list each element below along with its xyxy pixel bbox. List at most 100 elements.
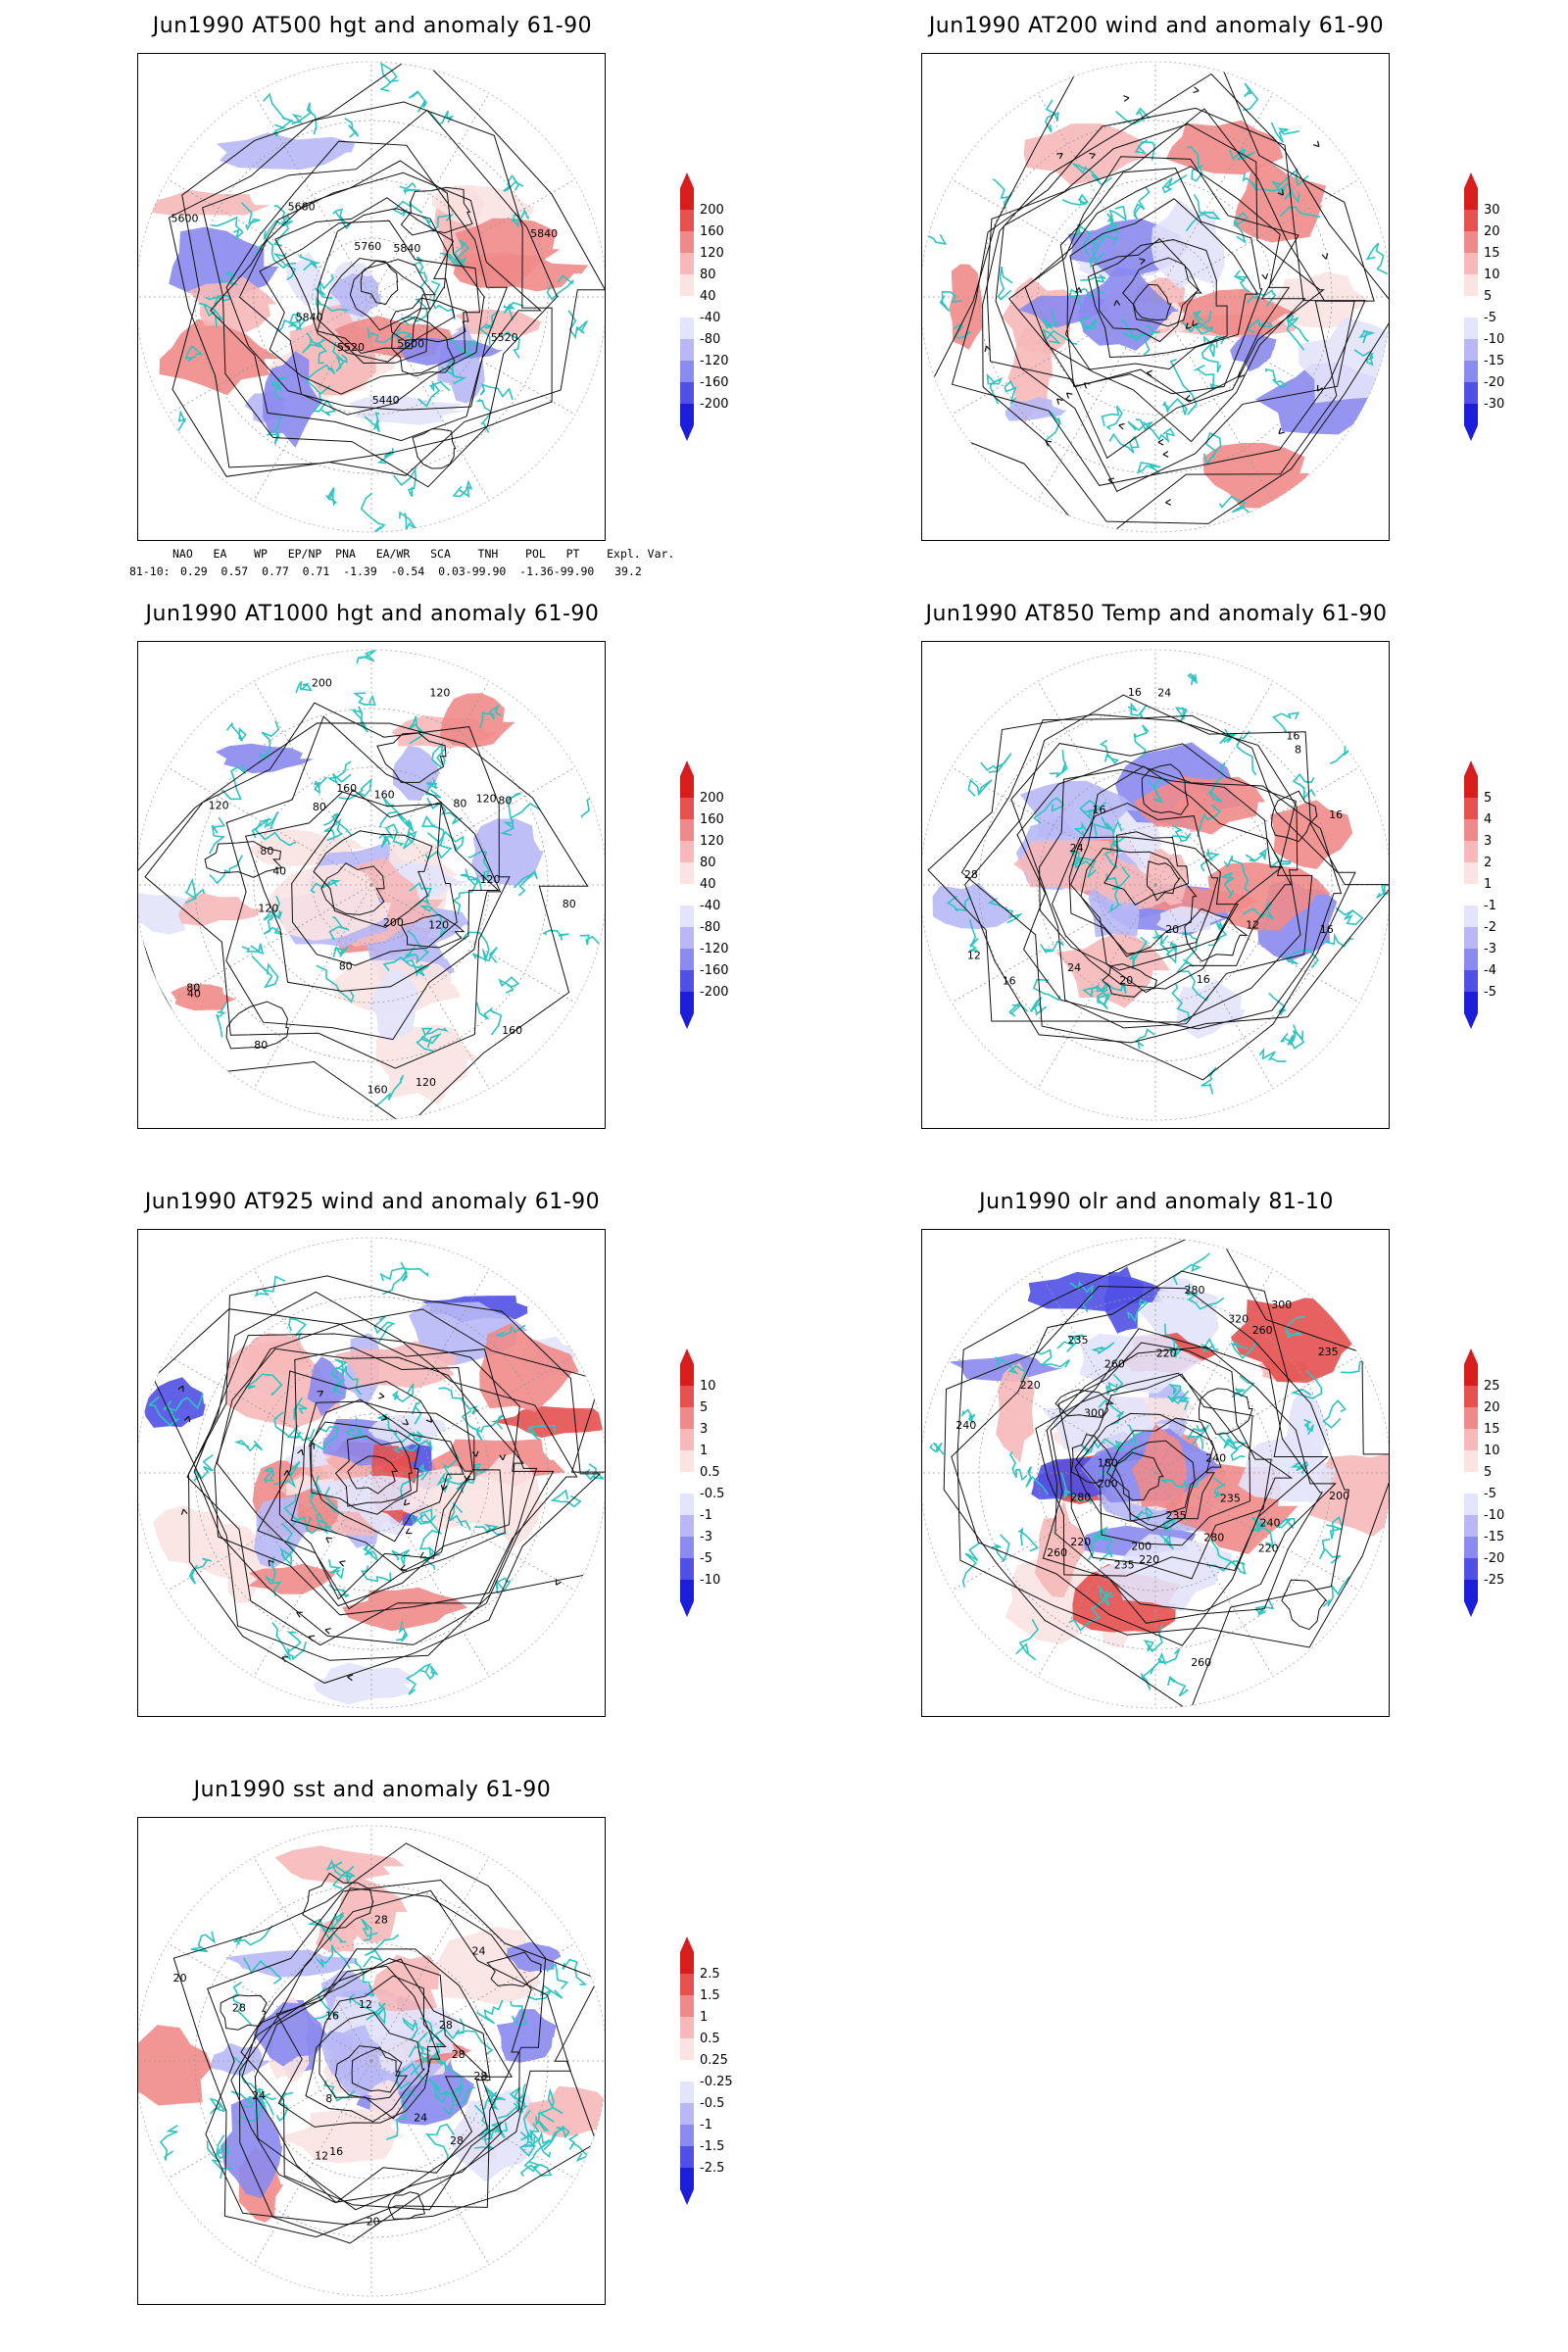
contour-line — [168, 101, 553, 468]
coastline — [395, 1621, 409, 1642]
contour-label: 80 — [260, 845, 273, 858]
contour-label: 320 — [1228, 1313, 1249, 1326]
contour-line — [1046, 1346, 1337, 1612]
contour-label: 28 — [473, 2070, 487, 2082]
contour-label: 24 — [252, 2089, 266, 2102]
colorbar-arrow-top — [680, 1348, 694, 1364]
coastline — [429, 110, 455, 126]
polar-map: 28 28 24 20 16 12 8 24 28 20 16 12 28 24 28 28 — [137, 1817, 606, 2305]
coastline — [961, 1543, 980, 1588]
contour-label: 20 — [173, 1972, 187, 1984]
flow-arrow — [1065, 392, 1073, 399]
anomaly-shading — [451, 2089, 537, 2182]
colorbar-swatch — [680, 884, 694, 906]
contour-line — [1113, 1451, 1164, 1501]
colorbar-swatch — [680, 1364, 694, 1386]
flow-arrow — [400, 1564, 407, 1572]
flow-arrow — [1192, 319, 1199, 327]
flow-arrow — [499, 1453, 507, 1461]
coastline — [279, 1522, 295, 1567]
coastline — [361, 1918, 378, 1941]
coastline — [255, 818, 297, 847]
coastline — [1292, 773, 1316, 801]
coastline — [421, 214, 455, 233]
coastline — [402, 2017, 418, 2040]
anomaly-shading — [1176, 979, 1246, 1040]
colorbar-swatch — [1464, 884, 1478, 906]
colorbar: 2.5 1.5 1 0.5 0.25 -0.25 -0.5 -1 -1.5 -2.5 — [666, 1935, 745, 2232]
contour-label: 5600 — [172, 213, 199, 225]
coastline — [412, 256, 428, 296]
contour-label: 120 — [480, 873, 501, 886]
contour-label: 220 — [1070, 1536, 1091, 1548]
coastline — [328, 915, 350, 941]
anomaly-shading — [220, 2095, 283, 2199]
colorbar-swatch — [1464, 1472, 1478, 1494]
colorbar-swatch — [680, 2060, 694, 2082]
streamline — [290, 1400, 475, 1572]
contour-label: 24 — [414, 2111, 427, 2124]
coastline — [452, 479, 473, 498]
colorbar-label: -0.5 — [700, 2096, 724, 2111]
coastline — [408, 715, 426, 745]
anomaly-shading — [1207, 861, 1332, 931]
contour-line — [400, 913, 466, 949]
contour-line — [1198, 1388, 1253, 1436]
coastline — [325, 1859, 352, 1879]
colorbar: 30 20 15 10 5 -5 -10 -15 -20 -30 — [1450, 171, 1529, 468]
coastline — [1279, 205, 1320, 219]
coastline — [995, 1356, 1027, 1381]
colorbar-swatch — [680, 1515, 694, 1537]
contour-label: 200 — [1131, 1540, 1152, 1552]
contour-label: 28 — [439, 2019, 453, 2032]
coastline — [567, 310, 588, 340]
streamline — [1132, 283, 1172, 321]
contour-line — [927, 713, 1301, 1023]
coastline — [1341, 1359, 1384, 1383]
colorbar-swatch — [1464, 1494, 1478, 1515]
colorbar-swatch — [680, 2125, 694, 2146]
coastline — [457, 2018, 494, 2056]
contour-label: 280 — [1185, 1284, 1205, 1297]
coastline — [1218, 496, 1251, 514]
coastline — [991, 1534, 1010, 1562]
coastline — [384, 823, 405, 847]
coastline — [188, 1557, 213, 1585]
coastline — [376, 448, 394, 465]
coastline — [1284, 1315, 1306, 1339]
contour-line — [1051, 836, 1239, 990]
colorbar-swatch — [1464, 970, 1478, 992]
flow-arrow — [325, 1537, 332, 1544]
coastline — [1045, 411, 1061, 442]
contour-line — [1035, 1372, 1294, 1577]
coastline — [543, 2125, 570, 2151]
coastline — [1269, 852, 1292, 867]
flow-arrow — [1139, 258, 1146, 265]
contour-label: 80 — [498, 794, 512, 807]
coastline — [967, 778, 993, 797]
coastline — [1194, 364, 1221, 390]
meridian-line — [370, 1472, 576, 1592]
flow-arrow — [1313, 140, 1320, 148]
polar-map: 16 12 16 20 20 24 16 12 28 24 16 16 24 16 8 16 — [921, 641, 1390, 1129]
colorbar-label: 120 — [700, 246, 724, 261]
coastline — [526, 1984, 564, 2001]
contour-label: 5680 — [288, 201, 316, 214]
colorbar-swatch — [680, 210, 694, 231]
colorbar-swatch — [680, 1952, 694, 1974]
contour-label: 120 — [258, 902, 278, 914]
map-boundary — [138, 1237, 605, 1709]
colorbar-arrow-bottom — [680, 1013, 694, 1029]
contour-line — [138, 722, 589, 1120]
colorbar-label: -5 — [1484, 985, 1496, 1000]
contour-label: 5840 — [296, 311, 323, 323]
contour-line — [313, 830, 433, 928]
colorbar-swatch — [680, 1558, 694, 1580]
coastline — [208, 816, 226, 855]
coastline — [1152, 930, 1171, 955]
flow-arrow — [471, 1450, 479, 1457]
coastline — [1115, 107, 1151, 125]
flow-arrow — [405, 1528, 413, 1535]
coastline — [1161, 174, 1188, 194]
contour-label: 5440 — [372, 394, 400, 407]
